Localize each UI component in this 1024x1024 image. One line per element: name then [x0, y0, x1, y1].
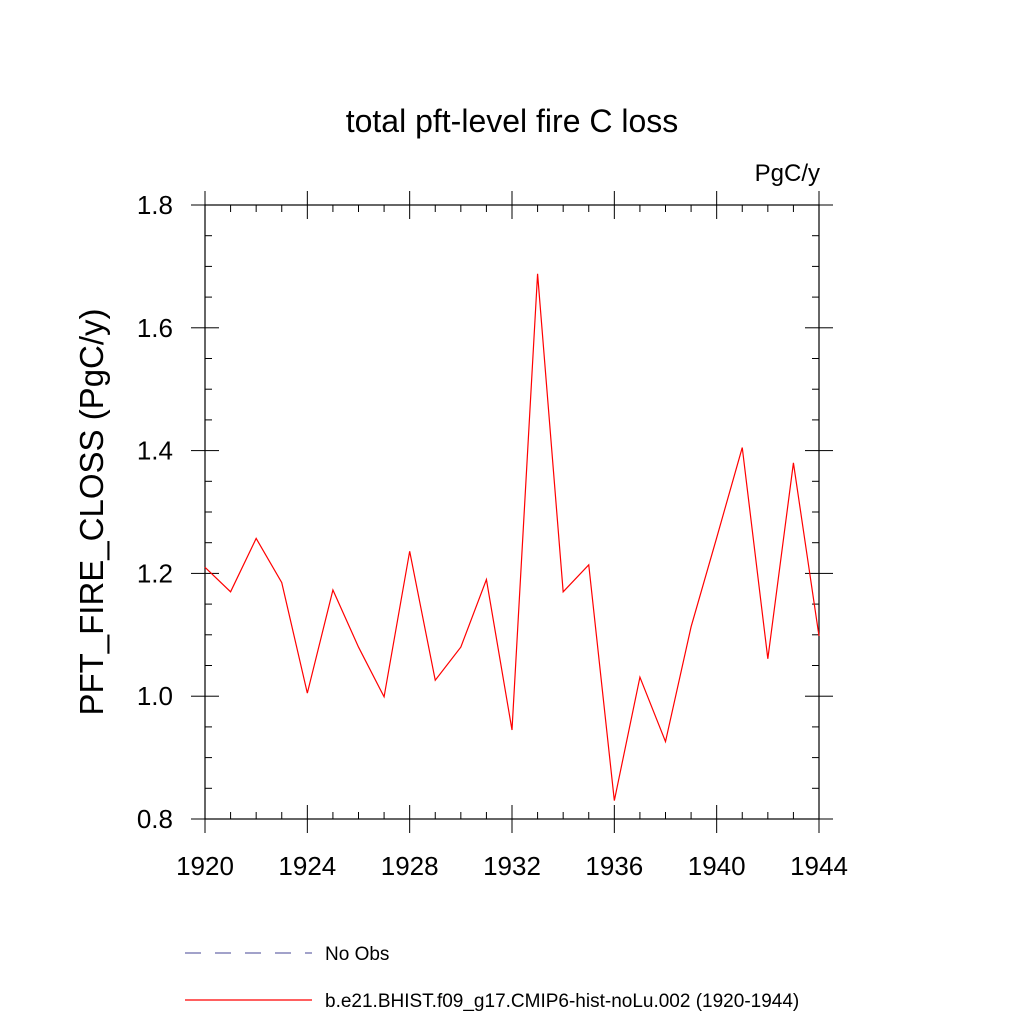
y-tick-label: 1.0 [137, 681, 173, 711]
x-tick-label: 1924 [278, 851, 336, 881]
x-tick-label: 1932 [483, 851, 541, 881]
x-tick-label: 1944 [790, 851, 848, 881]
units-label: PgC/y [755, 160, 820, 187]
axis-ticks [191, 191, 833, 833]
x-tick-label: 1920 [176, 851, 234, 881]
y-tick-label: 0.8 [137, 804, 173, 834]
series-group [204, 273, 820, 801]
chart-title: total pft-level fire C loss [346, 103, 679, 139]
legend-label-model: b.e21.BHIST.f09_g17.CMIP6-hist-noLu.002 … [325, 991, 799, 1012]
x-tick-label: 1936 [585, 851, 643, 881]
series-line [204, 273, 820, 801]
x-tick-label: 1940 [688, 851, 746, 881]
y-tick-label: 1.8 [137, 190, 173, 220]
legend: No Obs b.e21.BHIST.f09_g17.CMIP6-hist-no… [185, 944, 799, 1012]
y-tick-label: 1.4 [137, 436, 173, 466]
y-tick-label: 1.2 [137, 558, 173, 588]
x-tick-label: 1928 [381, 851, 439, 881]
y-tick-label: 1.6 [137, 313, 173, 343]
y-axis-label: PFT_FIRE_CLOSS (PgC/y) [73, 308, 110, 715]
legend-label-no-obs: No Obs [325, 944, 389, 965]
axis-tick-labels: 1920 1924 1928 1932 1936 1940 1944 0.8 1.0 1.2 1.4… [137, 190, 848, 881]
